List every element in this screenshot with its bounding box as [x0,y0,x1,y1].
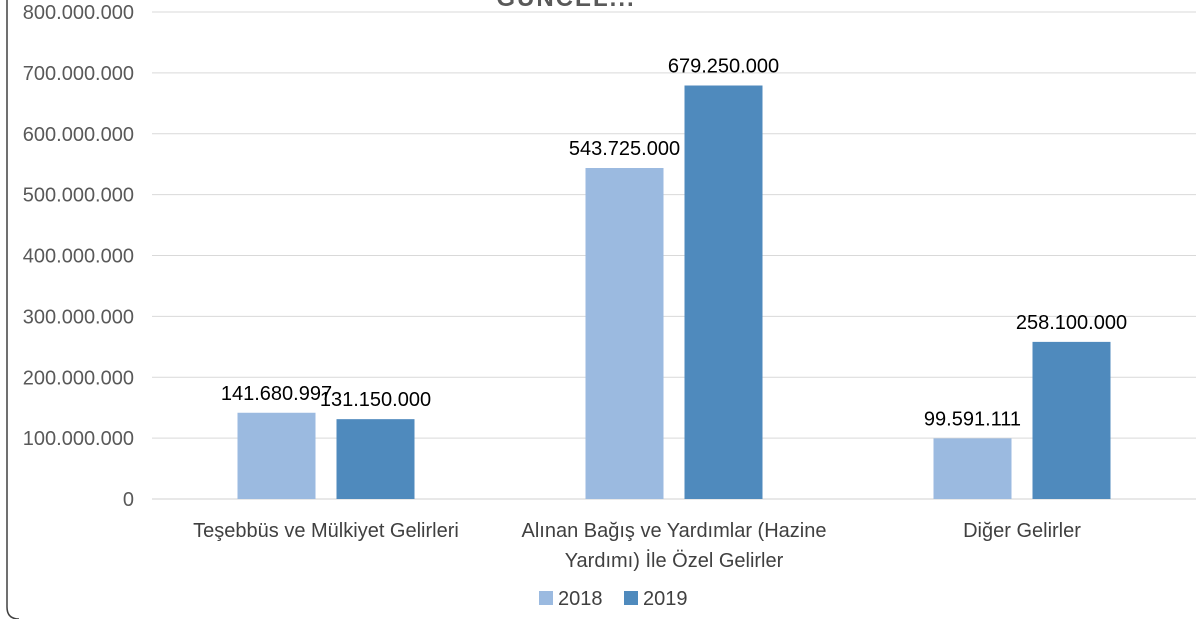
chart-title: GÜNCEL... [496,0,635,12]
data-label: 258.100.000 [1016,312,1127,334]
y-axis-tick-labels: 0 100.000.000 200.000.000 300.000.000 400.00… [23,2,134,511]
gridlines [152,11,1196,500]
y-tick-label: 600.000.000 [23,124,134,146]
data-label: 131.150.000 [320,389,431,411]
legend-swatch-2019 [624,591,638,605]
legend-label: 2018 [558,588,603,610]
category-label: Diğer Gelirler [963,520,1081,542]
y-tick-label: 300.000.000 [23,306,134,328]
bar-2019-2 [1032,341,1111,499]
bar-2019-0 [336,419,415,499]
chart-border [6,0,20,620]
legend: 2018 2019 [539,588,688,610]
category-label: Yardımı) İle Özel Gelirler [565,549,784,572]
y-tick-label: 400.000.000 [23,246,134,268]
y-tick-label: 500.000.000 [23,185,134,207]
x-axis-category-labels: Teşebbüs ve Mülkiyet Gelirleri Alınan Bağ… [193,520,1081,572]
y-tick-label: 200.000.000 [23,367,134,389]
data-label: 99.591.111 [924,408,1021,430]
data-label: 141.680.997 [221,383,332,405]
category-label: Alınan Bağış ve Yardımlar (Hazine [522,520,827,542]
legend-swatch-2018 [539,591,553,605]
y-tick-label: 0 [123,489,134,511]
y-tick-label: 800.000.000 [23,2,134,24]
bars [237,85,1111,500]
bar-2018-1 [585,168,664,500]
bar-2018-0 [237,412,316,499]
data-label: 679.250.000 [668,56,779,78]
y-tick-label: 100.000.000 [23,428,134,450]
y-tick-label: 700.000.000 [23,63,134,85]
bar-2019-1 [684,85,763,499]
bar-2018-2 [933,438,1012,499]
category-label: Teşebbüs ve Mülkiyet Gelirleri [193,520,459,542]
legend-label: 2019 [643,588,688,610]
data-label: 543.725.000 [569,138,680,160]
